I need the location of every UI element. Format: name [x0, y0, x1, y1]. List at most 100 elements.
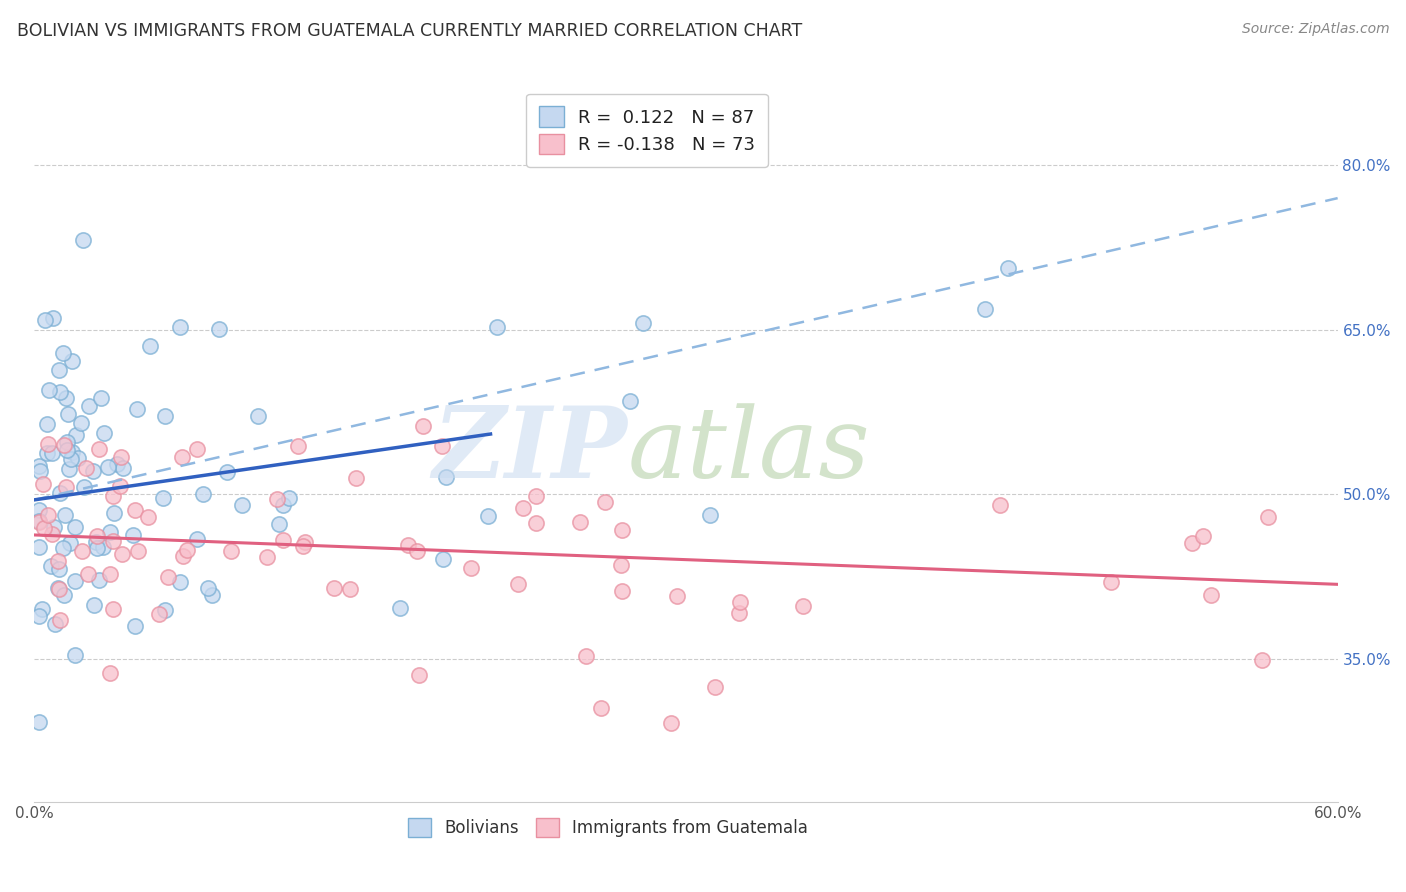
Legend: Bolivians, Immigrants from Guatemala: Bolivians, Immigrants from Guatemala: [401, 812, 814, 844]
Point: [31, 601, 53, 615]
Point: [31, 477, 53, 491]
Point: [72, 233, 94, 247]
Point: [430, 439, 453, 453]
Point: [609, 558, 631, 572]
Point: [197, 581, 219, 595]
Point: [63, 648, 86, 663]
Point: [138, 339, 160, 353]
Point: [59, 536, 82, 550]
Point: [569, 515, 592, 529]
Point: [619, 394, 641, 409]
Point: [63, 519, 86, 533]
Point: [1191, 529, 1213, 543]
Point: [287, 439, 309, 453]
Point: [28, 464, 51, 478]
Point: [988, 498, 1011, 512]
Point: [170, 450, 193, 464]
Point: [103, 506, 125, 520]
Point: [1251, 653, 1274, 667]
Point: [524, 489, 547, 503]
Point: [792, 599, 814, 613]
Point: [28, 459, 51, 474]
Point: [172, 549, 194, 564]
Point: [101, 602, 124, 616]
Point: [477, 508, 499, 523]
Point: [405, 544, 427, 558]
Point: [69, 416, 91, 430]
Point: [728, 607, 751, 621]
Point: [153, 603, 176, 617]
Point: [169, 575, 191, 590]
Point: [486, 320, 509, 334]
Point: [56, 435, 79, 450]
Point: [703, 680, 725, 694]
Point: [110, 450, 132, 464]
Point: [277, 491, 299, 506]
Text: ZIP: ZIP: [433, 402, 627, 499]
Point: [152, 491, 174, 505]
Point: [53, 438, 76, 452]
Point: [55, 480, 77, 494]
Point: [28, 609, 51, 624]
Point: [56, 442, 79, 457]
Text: atlas: atlas: [627, 402, 870, 498]
Point: [124, 619, 146, 633]
Point: [28, 514, 51, 528]
Point: [111, 548, 134, 562]
Point: [32, 521, 55, 535]
Point: [256, 549, 278, 564]
Point: [66, 451, 89, 466]
Point: [148, 607, 170, 621]
Point: [231, 498, 253, 512]
Point: [271, 533, 294, 547]
Point: [186, 532, 208, 546]
Point: [60, 452, 83, 467]
Point: [98, 566, 121, 581]
Point: [60, 353, 83, 368]
Point: [75, 460, 97, 475]
Point: [49, 385, 72, 400]
Point: [396, 538, 419, 552]
Point: [53, 508, 76, 523]
Point: [98, 525, 121, 540]
Point: [219, 544, 242, 558]
Point: [34, 313, 56, 327]
Point: [323, 581, 346, 595]
Point: [37, 508, 59, 523]
Point: [730, 595, 752, 609]
Point: [526, 516, 548, 530]
Point: [186, 442, 208, 457]
Point: [266, 492, 288, 507]
Point: [48, 554, 70, 568]
Point: [201, 588, 224, 602]
Point: [122, 528, 145, 542]
Point: [215, 465, 238, 479]
Point: [65, 428, 87, 442]
Point: [111, 461, 134, 475]
Point: [610, 524, 633, 538]
Point: [41, 445, 63, 459]
Point: [44, 520, 66, 534]
Point: [575, 648, 598, 663]
Point: [28, 516, 51, 530]
Point: [56, 408, 79, 422]
Point: [90, 391, 112, 405]
Point: [58, 462, 80, 476]
Point: [589, 700, 612, 714]
Point: [44, 617, 66, 632]
Point: [48, 562, 70, 576]
Point: [434, 470, 457, 484]
Point: [93, 540, 115, 554]
Point: [41, 559, 63, 574]
Point: [38, 383, 60, 397]
Point: [247, 409, 270, 423]
Point: [52, 346, 75, 360]
Point: [37, 436, 59, 450]
Point: [344, 470, 367, 484]
Point: [52, 541, 75, 556]
Point: [389, 601, 412, 615]
Point: [408, 668, 430, 682]
Point: [63, 574, 86, 589]
Point: [101, 534, 124, 549]
Point: [1099, 575, 1122, 590]
